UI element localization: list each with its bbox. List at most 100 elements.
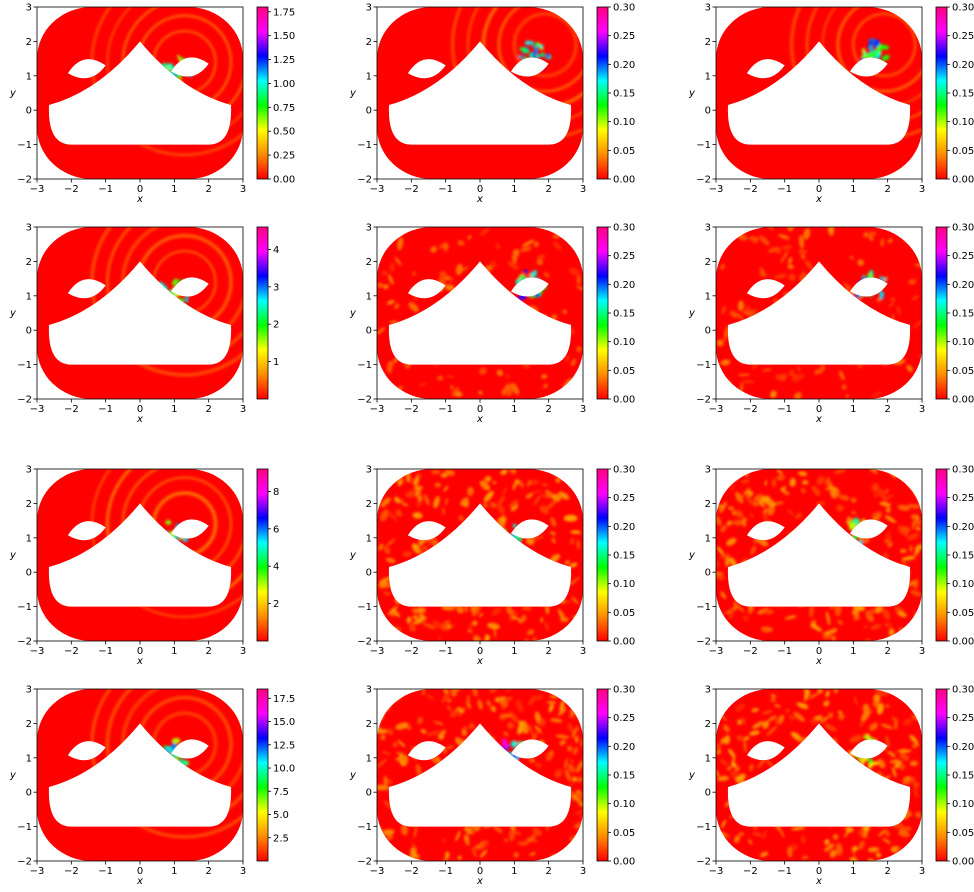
y-tick-label: 1 [26,291,32,302]
colorbar-tick-label: 0.25 [613,493,635,504]
x-tick-label: −3 [30,184,45,195]
panel-r2-c2: −3 −2 −1 0 1 2 3−2−10123xy0.000.050.100.150.20… [349,223,635,426]
colorbar-tick-label: 12.5 [273,740,295,751]
colorbar-tick-label: 0.15 [613,89,635,100]
colorbar-tick-label: 0.10 [613,117,635,128]
x-axis-label: x [815,656,822,667]
colorbar-tick-label: 0.30 [613,465,635,476]
y-tick-label: −2 [17,637,32,648]
y-tick-label: 1 [26,71,32,82]
x-tick-label: 1 [511,404,517,415]
y-axis-label: y [9,88,17,99]
colorbar-tick-label: 15.0 [273,717,295,728]
colorbar [596,688,609,862]
y-tick-label: 3 [26,465,32,476]
colorbar-tick-label: 0.50 [273,127,295,138]
panel-r3-c2: −3 −2 −1 0 1 2 3−2−10123xy0.000.050.100.150.20… [349,465,635,668]
y-tick-label: −1 [357,360,372,371]
x-tick-label: −3 [370,646,385,657]
colorbar-tick-label: 0.25 [952,493,974,504]
x-tick-label: −1 [98,184,113,195]
colorbar-tick-label: 4 [273,562,279,573]
colorbar [256,226,269,400]
x-tick-label: 1 [850,404,856,415]
y-tick-label: −2 [17,395,32,406]
x-tick-label: 1 [850,184,856,195]
y-axis-label: y [9,770,17,781]
colorbar-tick-label: 1.50 [273,31,295,42]
x-tick-label: −2 [64,184,79,195]
x-tick-label: 0 [816,184,822,195]
colorbar-tick-label: 0.00 [952,395,974,406]
y-tick-label: −2 [357,637,372,648]
y-tick-label: 0 [705,326,711,337]
x-tick-label: 1 [511,866,517,877]
colorbar-tick-label: 0.30 [952,685,974,696]
y-tick-label: −1 [696,140,711,151]
x-tick-label: −1 [98,646,113,657]
panel-r1-c2: −3 −2 −1 0 1 2 3−2−10123xy0.000.050.100.150.20… [349,3,635,206]
y-tick-label: 1 [705,533,711,544]
colorbar-tick-label: 0.05 [952,366,974,377]
y-tick-label: 1 [705,291,711,302]
colorbar-tick-label: 0.10 [952,337,974,348]
colorbar-tick-label: 0.20 [952,742,974,753]
y-tick-label: −1 [17,602,32,613]
y-tick-label: −2 [357,395,372,406]
colorbar-tick-label: 0.00 [952,175,974,186]
y-tick-label: 2 [366,719,372,730]
colorbar-tick-label: 0.25 [613,31,635,42]
colorbar-tick-label: 0.05 [613,608,635,619]
x-tick-label: 3 [919,184,925,195]
x-axis-label: x [136,414,143,425]
x-tick-label: 2 [545,866,551,877]
y-axis-label: y [9,308,17,319]
x-tick-label: 3 [580,404,586,415]
y-tick-label: 1 [26,533,32,544]
colorbar-tick-label: 0.00 [273,175,295,186]
colorbar-tick-label: 1.75 [273,7,295,18]
colorbar-tick-label: 0.25 [952,31,974,42]
y-tick-label: 2 [705,257,711,268]
colorbar-tick-label: 7.5 [273,787,289,798]
colorbar [935,226,948,400]
y-tick-label: 0 [705,106,711,117]
x-tick-label: −2 [743,866,758,877]
y-tick-label: 0 [366,326,372,337]
x-tick-label: 0 [816,646,822,657]
colorbar-tick-label: 0.20 [952,522,974,533]
x-tick-label: 2 [545,184,551,195]
x-tick-label: 0 [137,866,143,877]
y-tick-label: −2 [357,175,372,186]
y-tick-label: 3 [705,3,711,14]
x-tick-label: 3 [240,184,246,195]
x-axis-label: x [136,656,143,667]
y-tick-label: −2 [17,175,32,186]
colorbar-tick-label: 0.30 [613,3,635,14]
y-tick-label: −2 [17,857,32,868]
colorbar-tick-label: 0.20 [613,522,635,533]
x-tick-label: 0 [816,866,822,877]
y-tick-label: 2 [705,719,711,730]
colorbar-tick-label: 6 [273,524,279,535]
colorbar-tick-label: 0.10 [613,799,635,810]
x-tick-label: 1 [171,184,177,195]
x-tick-label: 1 [171,404,177,415]
x-axis-label: x [815,194,822,205]
colorbar-tick-label: 0.05 [613,146,635,157]
y-tick-label: 0 [366,788,372,799]
x-tick-label: −3 [370,404,385,415]
x-tick-label: −2 [64,866,79,877]
x-tick-label: −2 [64,404,79,415]
y-tick-label: 3 [366,685,372,696]
colorbar-tick-label: 0.30 [613,223,635,234]
x-tick-label: −1 [438,404,453,415]
colorbar-tick-label: 0.05 [613,366,635,377]
x-tick-label: 3 [919,866,925,877]
x-tick-label: 3 [919,646,925,657]
x-tick-label: 0 [477,404,483,415]
x-tick-label: 2 [205,866,211,877]
x-tick-label: −3 [30,646,45,657]
colorbar [256,6,269,180]
